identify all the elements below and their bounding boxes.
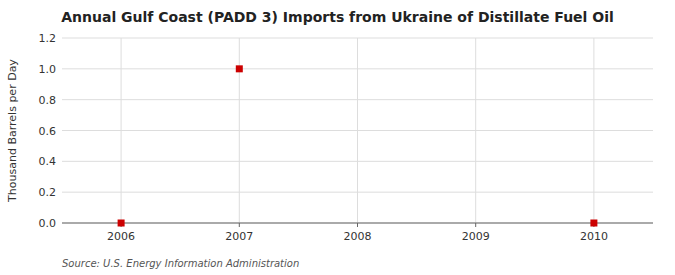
- y-tick-label: 0.4: [39, 155, 57, 168]
- x-tick: [239, 223, 240, 227]
- y-tick-label: 0.8: [39, 94, 57, 107]
- y-tick-label: 0.0: [39, 217, 57, 230]
- grid-line-x: [357, 38, 358, 223]
- source-note: Source: U.S. Energy Information Administ…: [62, 258, 299, 269]
- x-tick-label: 2008: [344, 230, 372, 243]
- grid-line-x: [121, 38, 122, 223]
- y-axis-label: Thousand Barrels per Day: [6, 59, 19, 203]
- grid-line-x: [593, 38, 594, 223]
- y-tick-label: 1.0: [39, 63, 57, 76]
- x-tick: [357, 223, 358, 227]
- y-tick-label: 0.6: [39, 125, 57, 138]
- points: [118, 65, 598, 226]
- title: Annual Gulf Coast (PADD 3) Imports from …: [61, 9, 614, 25]
- grid: [62, 38, 653, 223]
- background: [0, 0, 675, 275]
- y-tick-label: 1.2: [39, 32, 57, 45]
- y-tick-label: 0.2: [39, 186, 57, 199]
- x-tick-label: 2010: [580, 230, 608, 243]
- x-tick-label: 2006: [107, 230, 135, 243]
- x-tick-label: 2007: [225, 230, 253, 243]
- chart: Annual Gulf Coast (PADD 3) Imports from …: [0, 0, 675, 275]
- grid-line-x: [475, 38, 476, 223]
- x-tick: [475, 223, 476, 227]
- point: [118, 220, 125, 227]
- x-tick-label: 2009: [462, 230, 490, 243]
- point: [590, 220, 597, 227]
- point: [236, 65, 243, 72]
